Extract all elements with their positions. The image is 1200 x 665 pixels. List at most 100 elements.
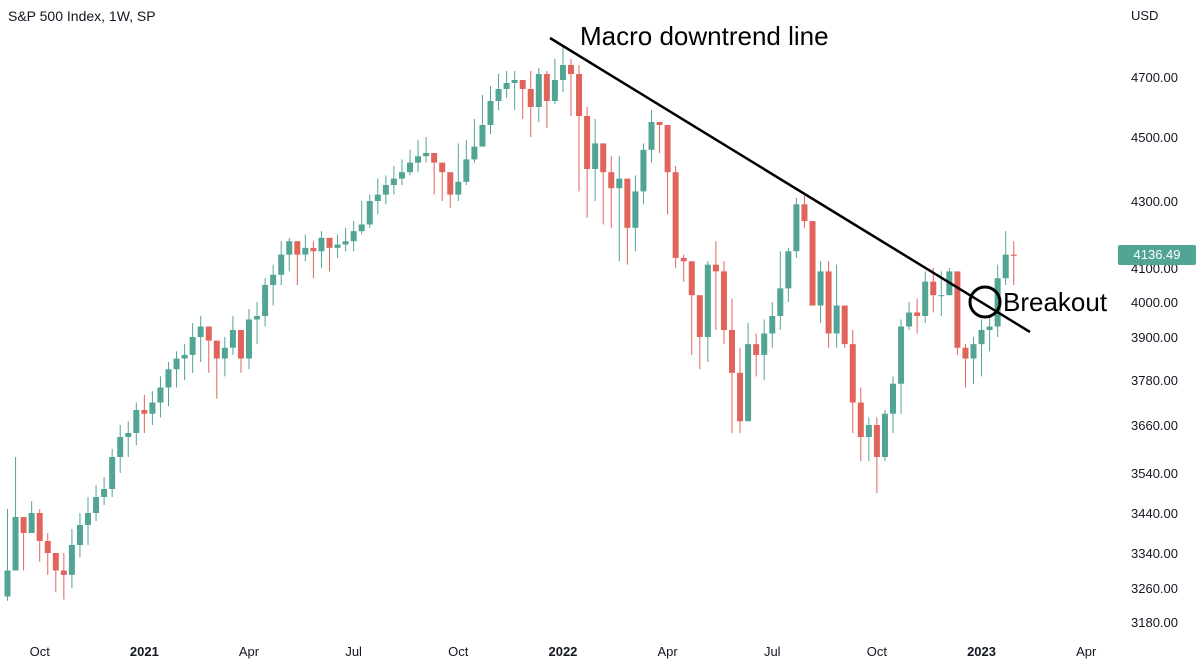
candle-up (616, 156, 623, 262)
candle-body (543, 74, 550, 101)
candle-up (398, 159, 405, 185)
candle-up (270, 264, 277, 306)
candle-up (165, 362, 172, 407)
macro-downtrend-label: Macro downtrend line (580, 21, 829, 51)
candle-down (656, 122, 663, 153)
candle-down (310, 241, 317, 279)
candle-up (4, 509, 11, 601)
candle-body (374, 194, 381, 201)
candle-up (890, 376, 896, 433)
candle-up (28, 501, 35, 533)
y-tick-label: 4000.00 (1131, 295, 1178, 310)
candle-body (922, 281, 929, 316)
candle-body (527, 89, 534, 107)
candle-body (133, 410, 140, 433)
candle-up (189, 323, 196, 373)
candle-down (205, 326, 212, 373)
candle-up (881, 410, 888, 461)
candle-body (914, 312, 921, 316)
candle-body (890, 383, 896, 414)
candle-body (1002, 254, 1009, 279)
candle-up (415, 140, 422, 173)
candle-body (495, 89, 502, 101)
candle-body (109, 457, 116, 489)
candle-down (873, 417, 880, 493)
y-tick-label: 3180.00 (1131, 615, 1178, 630)
candle-up (133, 402, 140, 445)
candle-body (632, 191, 639, 228)
candle-body (447, 172, 454, 195)
candle-up (495, 74, 502, 110)
candle-body (656, 122, 663, 125)
candle-down (543, 71, 550, 128)
candle-up (986, 316, 993, 352)
candle-up (302, 234, 309, 262)
candle-body (270, 274, 277, 285)
candle-up (68, 529, 75, 588)
candle-body (576, 74, 583, 116)
y-tick-label: 3780.00 (1131, 373, 1178, 388)
candle-up (551, 59, 558, 104)
candle-body (479, 125, 486, 147)
candle-up (173, 351, 180, 388)
candle-down (849, 330, 856, 433)
candle-up (197, 316, 204, 363)
candle-body (85, 513, 91, 525)
candle-body (753, 344, 760, 355)
candle-up (254, 302, 261, 345)
candle-body (302, 247, 309, 255)
candle-down (519, 80, 526, 119)
candle-body (616, 178, 623, 189)
candle-up (994, 264, 1001, 337)
candle-down (809, 221, 816, 306)
candle-down (52, 553, 59, 593)
candle-body (36, 513, 43, 541)
candle-body (390, 178, 397, 185)
candle-down (447, 172, 454, 208)
candle-up (463, 140, 470, 185)
candle-body (777, 288, 784, 316)
last-price-tag: 4136.49 (1118, 245, 1196, 265)
x-tick-label: Apr (657, 644, 678, 659)
x-tick-label: Oct (867, 644, 888, 659)
candle-down (962, 344, 969, 388)
candle-down (720, 261, 727, 345)
candle-up (407, 149, 413, 176)
candle-body (503, 83, 510, 89)
candle-body (141, 410, 148, 414)
candle-body (173, 358, 180, 370)
candle-body (463, 159, 470, 182)
candle-body (608, 172, 615, 189)
candle-body (793, 204, 800, 252)
candle-up (12, 457, 19, 571)
x-tick-label: 2023 (967, 644, 996, 659)
candle-down (680, 254, 687, 282)
candle-body (382, 185, 389, 195)
candle-body (471, 146, 478, 160)
candle-body (189, 337, 196, 355)
candle-body (511, 80, 518, 83)
candle-up (85, 497, 91, 545)
candle-up (109, 449, 116, 497)
y-tick-label: 3900.00 (1131, 330, 1178, 345)
breakout-circle (968, 285, 1002, 319)
candle-body (278, 254, 285, 275)
x-tick-label: Apr (1076, 644, 1097, 659)
candle-body (825, 271, 832, 334)
candle-body (535, 74, 542, 107)
candle-up (390, 165, 397, 195)
candle-body (849, 344, 856, 403)
candle-body (873, 425, 880, 457)
candle-body (125, 433, 132, 437)
candle-body (205, 326, 212, 341)
candle-body (729, 330, 735, 373)
candle-down (825, 261, 832, 348)
candle-down (624, 178, 631, 265)
candle-body (640, 149, 647, 192)
candle-body (737, 372, 744, 422)
candle-up (117, 425, 124, 473)
candle-down (688, 261, 695, 355)
candle-body (881, 413, 888, 457)
candle-body (559, 65, 566, 80)
candle-body (221, 347, 228, 359)
